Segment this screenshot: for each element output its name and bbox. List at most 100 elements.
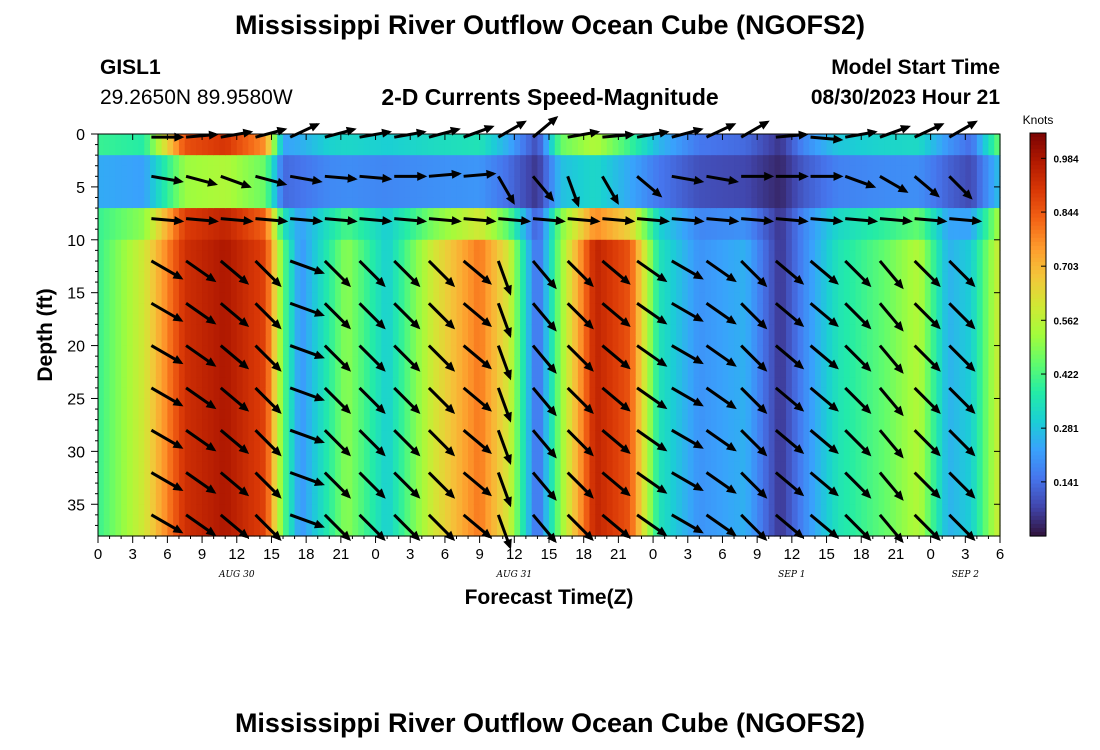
heatmap-cell — [838, 461, 845, 474]
heatmap-cell — [265, 186, 273, 199]
heatmap-cell — [705, 186, 712, 199]
heatmap-cell — [543, 377, 550, 389]
heatmap-cell — [259, 229, 267, 241]
heatmap-cell — [173, 430, 180, 442]
heatmap-cell — [826, 208, 833, 220]
heatmap-cell — [178, 472, 186, 484]
heatmap-cell — [416, 398, 423, 410]
heatmap-cell — [693, 260, 700, 273]
heatmap-cell — [618, 335, 625, 347]
heatmap-cell — [855, 229, 862, 241]
heatmap-cell — [369, 440, 377, 452]
heatmap-cell — [138, 165, 145, 177]
heatmap-cell — [439, 282, 446, 294]
heatmap-cell — [444, 144, 452, 156]
heatmap-cell — [780, 461, 787, 474]
heatmap-cell — [363, 419, 371, 431]
heatmap-cell — [809, 282, 816, 294]
heatmap-cell — [126, 440, 134, 452]
heatmap-cell — [202, 292, 209, 304]
heatmap-cell — [554, 409, 562, 421]
heatmap-cell — [664, 165, 672, 177]
heatmap-cell — [138, 134, 145, 146]
heatmap-cell — [288, 398, 296, 410]
heatmap-cell — [537, 313, 544, 326]
heatmap-cell — [855, 155, 862, 167]
heatmap-cell — [606, 218, 614, 230]
heatmap-cell — [647, 155, 654, 167]
heatmap-cell — [774, 356, 781, 368]
heatmap-cell — [288, 271, 296, 283]
heatmap-cell — [595, 472, 602, 484]
heatmap-cell — [433, 229, 440, 241]
heatmap-cell — [699, 239, 706, 251]
heatmap-cell — [433, 419, 440, 431]
heatmap-cell — [641, 186, 648, 199]
heatmap-cell — [103, 186, 111, 199]
heatmap-cell — [838, 345, 845, 357]
heatmap-cell — [687, 451, 695, 463]
heatmap-cell — [601, 313, 608, 326]
heatmap-cell — [98, 250, 105, 262]
heatmap-cell — [335, 366, 342, 378]
heatmap-cell — [554, 313, 562, 326]
heatmap-cell — [369, 250, 377, 262]
heatmap-cell — [427, 483, 434, 495]
heatmap-cell — [635, 387, 643, 400]
heatmap-cell — [288, 197, 296, 209]
heatmap-cell — [757, 282, 764, 294]
heatmap-cell — [820, 229, 828, 241]
heatmap-cell — [606, 324, 614, 336]
heatmap-cell — [554, 144, 562, 156]
heatmap-cell — [265, 282, 273, 294]
heatmap-cell — [404, 165, 411, 177]
heatmap-cell — [161, 197, 168, 209]
heatmap-cell — [647, 303, 654, 315]
heatmap-cell — [259, 483, 267, 495]
heatmap-cell — [230, 186, 238, 199]
heatmap-cell — [664, 292, 672, 304]
heatmap-cell — [98, 239, 105, 251]
heatmap-cell — [710, 356, 718, 368]
heatmap-cell — [838, 218, 845, 230]
heatmap-cell — [439, 144, 446, 156]
heatmap-cell — [549, 155, 556, 167]
heatmap-cell — [710, 398, 718, 410]
heatmap-cell — [126, 409, 134, 421]
heatmap-cell — [358, 398, 365, 410]
heatmap-cell — [566, 155, 573, 167]
heatmap-cell — [138, 483, 145, 495]
heatmap-cell — [843, 451, 851, 463]
heatmap-cell — [387, 356, 394, 368]
heatmap-cell — [103, 461, 111, 474]
heatmap-cell — [745, 493, 752, 505]
heatmap-cell — [468, 292, 475, 304]
heatmap-cell — [323, 313, 330, 326]
heatmap-cell — [832, 461, 839, 474]
heatmap-cell — [358, 472, 365, 484]
heatmap-cell — [809, 345, 816, 357]
heatmap-cell — [150, 239, 157, 251]
heatmap-cell — [508, 229, 515, 241]
heatmap-cell — [439, 271, 446, 283]
heatmap-cell — [392, 208, 400, 220]
heatmap-cell — [462, 313, 469, 326]
heatmap-cell — [699, 461, 706, 474]
heatmap-cell — [271, 165, 278, 177]
heatmap-cell — [404, 493, 411, 505]
heatmap-cell — [629, 483, 637, 495]
heatmap-cell — [797, 430, 805, 442]
heatmap-cell — [439, 419, 446, 431]
heatmap-cell — [387, 451, 394, 463]
heatmap-cell — [323, 398, 330, 410]
heatmap-cell — [768, 525, 776, 537]
heatmap-cell — [577, 260, 585, 273]
heatmap-cell — [323, 387, 330, 400]
heatmap-cell — [606, 144, 614, 156]
heatmap-cell — [664, 218, 672, 230]
heatmap-cell — [121, 430, 128, 442]
heatmap-cell — [387, 461, 394, 474]
heatmap-cell — [387, 239, 394, 251]
heatmap-cell — [161, 440, 168, 452]
heatmap-cell — [838, 514, 845, 527]
